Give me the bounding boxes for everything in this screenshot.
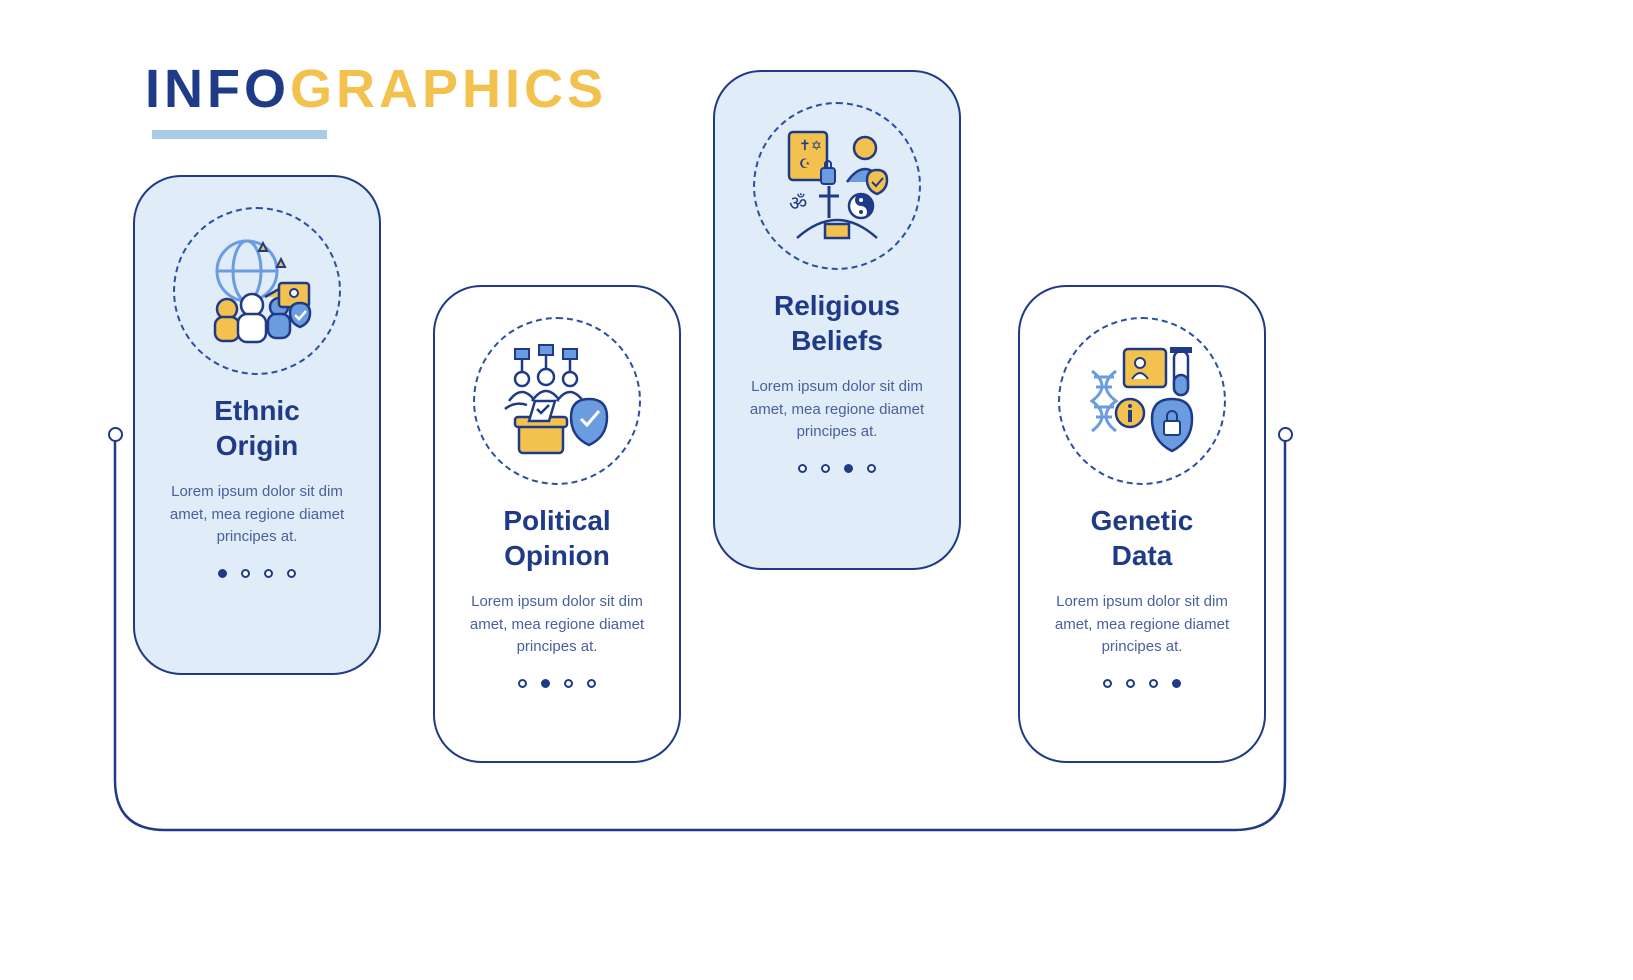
- tile-ethnic: Ethnic Origin Lorem ipsum dolor sit dim …: [133, 175, 381, 675]
- dot: [821, 464, 830, 473]
- svg-text:☪: ☪: [799, 156, 811, 171]
- dot: [287, 569, 296, 578]
- connector-end-dot: [1278, 427, 1293, 442]
- dot: [1172, 679, 1181, 688]
- dot: [1103, 679, 1112, 688]
- dot: [1149, 679, 1158, 688]
- connector-start-dot: [108, 427, 123, 442]
- dot: [798, 464, 807, 473]
- tile-religious: ✝ ✡ ☪ ॐ: [713, 70, 961, 570]
- genetic-icon-circle: [1058, 317, 1226, 485]
- tile-title: Political Opinion: [455, 503, 659, 573]
- dot: [518, 679, 527, 688]
- tile-body: Lorem ipsum dolor sit dim amet, mea regi…: [161, 481, 353, 549]
- political-icon-circle: [473, 317, 641, 485]
- dot: [218, 569, 227, 578]
- political-icon: [497, 341, 617, 461]
- tile-dots: [455, 679, 659, 688]
- tile-body: Lorem ipsum dolor sit dim amet, mea regi…: [1046, 591, 1238, 659]
- svg-text:ॐ: ॐ: [789, 193, 807, 215]
- tile-title: Ethnic Origin: [155, 393, 359, 463]
- dot: [541, 679, 550, 688]
- dot: [1126, 679, 1135, 688]
- dot: [587, 679, 596, 688]
- dot: [241, 569, 250, 578]
- tile-dots: [1040, 679, 1244, 688]
- dot: [844, 464, 853, 473]
- dot: [564, 679, 573, 688]
- svg-text:✡: ✡: [811, 138, 822, 153]
- tile-title: Genetic Data: [1040, 503, 1244, 573]
- tile-dots: [155, 569, 359, 578]
- dot: [264, 569, 273, 578]
- tile-body: Lorem ipsum dolor sit dim amet, mea regi…: [741, 376, 933, 444]
- genetic-icon: [1082, 341, 1202, 461]
- tile-genetic: Genetic Data Lorem ipsum dolor sit dim a…: [1018, 285, 1266, 763]
- tile-title: Religious Beliefs: [735, 288, 939, 358]
- religious-icon: ✝ ✡ ☪ ॐ: [777, 126, 897, 246]
- tile-dots: [735, 464, 939, 473]
- infographic-stage: Ethnic Origin Lorem ipsum dolor sit dim …: [100, 60, 1300, 880]
- tile-political: Political Opinion Lorem ipsum dolor sit …: [433, 285, 681, 763]
- dot: [867, 464, 876, 473]
- religious-icon-circle: ✝ ✡ ☪ ॐ: [753, 102, 921, 270]
- ethnic-icon: [197, 231, 317, 351]
- tile-body: Lorem ipsum dolor sit dim amet, mea regi…: [461, 591, 653, 659]
- ethnic-icon-circle: [173, 207, 341, 375]
- svg-text:✝: ✝: [799, 137, 811, 153]
